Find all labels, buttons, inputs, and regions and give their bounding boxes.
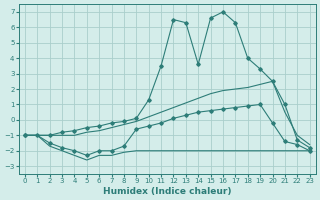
X-axis label: Humidex (Indice chaleur): Humidex (Indice chaleur) <box>103 187 232 196</box>
